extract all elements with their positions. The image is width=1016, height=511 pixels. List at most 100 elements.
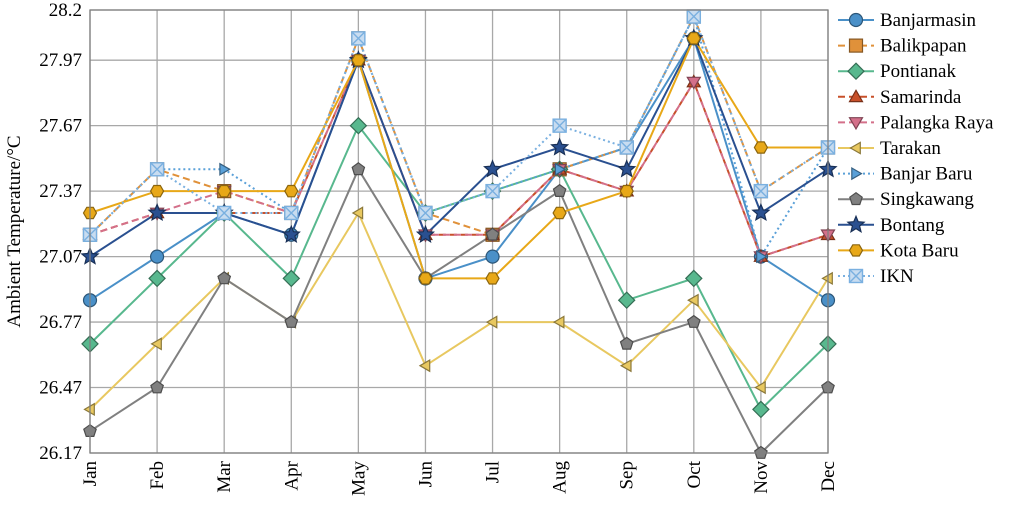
series-lines xyxy=(89,13,829,455)
series-line-tarakan xyxy=(89,210,829,411)
data-point-ikn-cross xyxy=(418,205,433,220)
x-tick-label: Oct xyxy=(684,460,705,488)
legend-label: Bontang xyxy=(880,215,945,236)
data-point-banjarmasin xyxy=(485,249,500,264)
data-point-bontang xyxy=(281,224,301,243)
data-point-tarakan xyxy=(418,359,431,373)
legend-label: Samarinda xyxy=(880,87,962,108)
series-line-kota-baru xyxy=(89,36,828,280)
legend-item-banjar-baru: Banjar Baru xyxy=(838,164,973,185)
legend-label: Singkawang xyxy=(880,189,974,210)
x-tick-label: Nov xyxy=(751,461,772,494)
data-point-ikn-cross xyxy=(552,118,567,133)
data-point-kota-baru xyxy=(552,206,567,220)
series-line-singkawang xyxy=(89,167,829,455)
series-markers-banjar-baru xyxy=(85,9,835,264)
data-point-ikn-cross xyxy=(284,205,299,220)
data-point-tarakan xyxy=(687,293,699,307)
x-tick-label: May xyxy=(348,461,369,496)
legend-marker xyxy=(848,244,864,257)
series-markers-banjarmasin xyxy=(82,31,836,308)
data-point-ikn-cross xyxy=(619,140,634,155)
y-tick-label: 27.07 xyxy=(39,247,82,268)
legend-marker xyxy=(848,89,864,103)
legend: Banjarmasin Balikpapan Pontianak Samarinda P… xyxy=(838,10,994,287)
data-point-kota-baru xyxy=(753,141,769,154)
data-point-ikn-cross xyxy=(351,31,366,46)
data-point-singkawang xyxy=(686,314,701,328)
legend-marker xyxy=(848,117,864,131)
series-line-balikpapan xyxy=(89,14,829,236)
data-point-bontang xyxy=(617,159,637,178)
x-tick-label: Aug xyxy=(550,461,571,494)
legend-item-banjarmasin: Banjarmasin xyxy=(838,10,977,31)
legend-marker xyxy=(847,62,865,81)
y-tick-label: 27.97 xyxy=(39,50,82,71)
legend-label: Palangka Raya xyxy=(880,112,994,133)
y-axis-label: Ambient Temperature/°C xyxy=(4,135,25,327)
data-point-kota-baru xyxy=(284,184,299,198)
data-point-pontianak xyxy=(752,400,770,419)
legend-label: Tarakan xyxy=(880,138,941,159)
legend-label: Pontianak xyxy=(880,61,956,82)
series-markers-bontang xyxy=(80,28,838,265)
legend-item-singkawang: Singkawang xyxy=(838,189,974,210)
x-tick-label: Dec xyxy=(818,461,839,492)
data-point-tarakan xyxy=(619,359,632,373)
x-tick-label: Feb xyxy=(147,461,168,490)
data-point-pontianak xyxy=(617,291,636,310)
legend-marker-cross xyxy=(849,269,863,283)
data-point-bontang xyxy=(415,224,435,243)
y-tick-label: 26.77 xyxy=(39,312,82,333)
data-point-pontianak xyxy=(282,269,301,288)
axes: 26.17 26.47 26.77 27.07 27.37 27.67 27.97 28.2 J… xyxy=(4,0,839,496)
legend-item-ikn: IKN xyxy=(838,266,914,287)
x-tick-label: Mar xyxy=(214,460,235,492)
data-point-bontang xyxy=(550,137,570,156)
data-point-pontianak xyxy=(148,269,166,288)
y-tick-label: 26.47 xyxy=(39,378,82,399)
legend-item-pontianak: Pontianak xyxy=(838,61,956,82)
legend-item-palangka-raya: Palangka Raya xyxy=(838,112,994,133)
data-point-tarakan xyxy=(552,315,565,329)
data-point-singkawang xyxy=(150,380,165,394)
data-point-singkawang xyxy=(217,271,232,285)
data-point-tarakan xyxy=(150,337,162,351)
legend-item-tarakan: Tarakan xyxy=(838,138,941,159)
legend-item-balikpapan: Balikpapan xyxy=(838,36,967,57)
legend-item-samarinda: Samarinda xyxy=(838,87,962,108)
data-point-singkawang xyxy=(351,162,366,176)
legend-marker xyxy=(848,12,864,28)
data-point-bontang xyxy=(483,159,503,178)
x-tick-label: Apr xyxy=(281,460,302,490)
series-line-banjar-baru xyxy=(89,13,829,260)
data-point-kota-baru xyxy=(418,272,433,285)
series-line-palangka-raya xyxy=(89,57,829,258)
data-point-bontang xyxy=(751,202,771,222)
data-point-pontianak xyxy=(684,269,703,288)
legend-item-kota-baru: Kota Baru xyxy=(838,240,959,261)
legend-item-bontang: Bontang xyxy=(838,214,945,236)
x-tick-label: Jul xyxy=(483,461,504,483)
data-point-ikn-cross xyxy=(485,184,500,199)
x-tick-label: Sep xyxy=(617,461,638,490)
data-point-pontianak xyxy=(349,116,368,135)
legend-label: Balikpapan xyxy=(880,36,967,57)
y-tick-label: 26.17 xyxy=(39,443,82,464)
data-point-ikn-cross xyxy=(686,9,701,24)
data-point-kota-baru xyxy=(485,272,500,285)
series-line-ikn xyxy=(89,14,829,236)
data-point-banjarmasin xyxy=(149,249,165,264)
data-point-kota-baru xyxy=(149,184,165,198)
plot-frame xyxy=(89,9,829,454)
legend-label: IKN xyxy=(880,266,914,287)
x-tick-label: Jun xyxy=(415,461,436,488)
data-point-kota-baru xyxy=(351,53,366,67)
data-point-tarakan xyxy=(485,315,498,329)
x-tick-label: Jan xyxy=(80,461,101,487)
series-markers-singkawang xyxy=(83,162,835,459)
legend-marker xyxy=(848,38,864,53)
data-point-banjar-baru xyxy=(756,249,768,264)
data-point-singkawang xyxy=(485,227,500,241)
